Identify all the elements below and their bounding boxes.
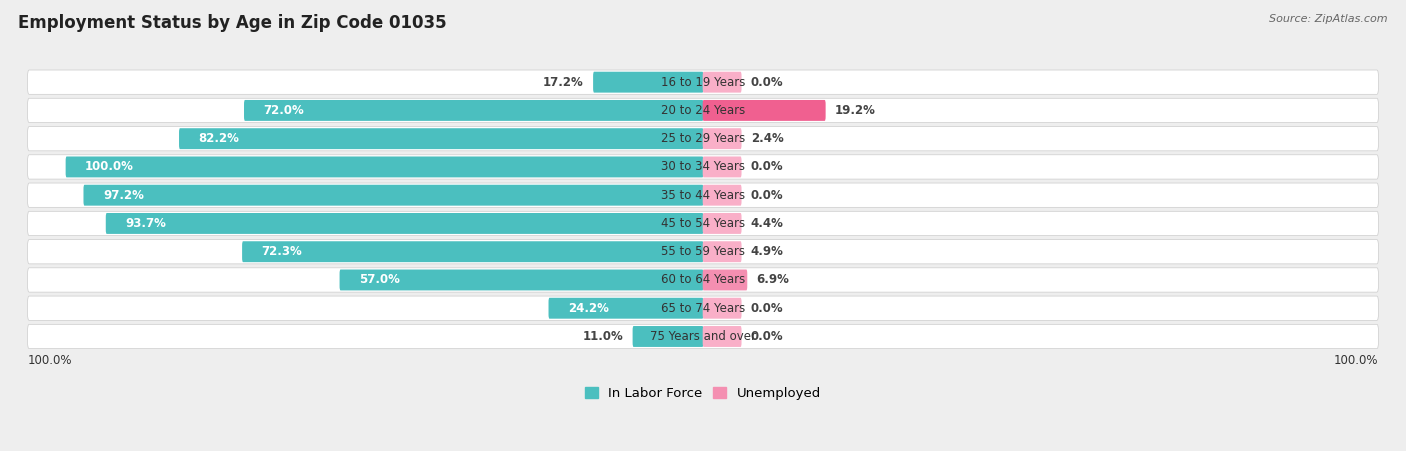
FancyBboxPatch shape [703,298,741,319]
FancyBboxPatch shape [633,326,703,347]
Text: 100.0%: 100.0% [1334,354,1378,367]
FancyBboxPatch shape [28,268,1378,292]
Text: 20 to 24 Years: 20 to 24 Years [661,104,745,117]
Text: 97.2%: 97.2% [103,189,143,202]
Text: Employment Status by Age in Zip Code 01035: Employment Status by Age in Zip Code 010… [18,14,447,32]
FancyBboxPatch shape [703,156,741,177]
Text: 60 to 64 Years: 60 to 64 Years [661,273,745,286]
Text: 65 to 74 Years: 65 to 74 Years [661,302,745,315]
Text: 4.9%: 4.9% [751,245,783,258]
FancyBboxPatch shape [703,72,741,92]
Text: 19.2%: 19.2% [835,104,876,117]
FancyBboxPatch shape [28,296,1378,320]
FancyBboxPatch shape [28,127,1378,151]
Text: Source: ZipAtlas.com: Source: ZipAtlas.com [1270,14,1388,23]
FancyBboxPatch shape [105,213,703,234]
Text: 100.0%: 100.0% [28,354,72,367]
Text: 30 to 34 Years: 30 to 34 Years [661,161,745,174]
FancyBboxPatch shape [703,241,741,262]
Text: 2.4%: 2.4% [751,132,783,145]
FancyBboxPatch shape [28,183,1378,207]
FancyBboxPatch shape [703,128,741,149]
Text: 0.0%: 0.0% [751,76,783,89]
FancyBboxPatch shape [179,128,703,149]
Text: 0.0%: 0.0% [751,161,783,174]
Text: 4.4%: 4.4% [751,217,783,230]
Text: 0.0%: 0.0% [751,189,783,202]
FancyBboxPatch shape [28,239,1378,264]
Text: 45 to 54 Years: 45 to 54 Years [661,217,745,230]
Text: 35 to 44 Years: 35 to 44 Years [661,189,745,202]
Text: 82.2%: 82.2% [198,132,239,145]
FancyBboxPatch shape [703,185,741,206]
FancyBboxPatch shape [340,270,703,290]
FancyBboxPatch shape [83,185,703,206]
Text: 17.2%: 17.2% [543,76,583,89]
Text: 55 to 59 Years: 55 to 59 Years [661,245,745,258]
Text: 11.0%: 11.0% [582,330,623,343]
Text: 100.0%: 100.0% [86,161,134,174]
FancyBboxPatch shape [28,212,1378,235]
FancyBboxPatch shape [28,324,1378,349]
Text: 57.0%: 57.0% [359,273,399,286]
FancyBboxPatch shape [28,98,1378,123]
Text: 75 Years and over: 75 Years and over [650,330,756,343]
Text: 93.7%: 93.7% [125,217,166,230]
Text: 72.3%: 72.3% [262,245,302,258]
FancyBboxPatch shape [245,100,703,121]
Text: 25 to 29 Years: 25 to 29 Years [661,132,745,145]
FancyBboxPatch shape [242,241,703,262]
FancyBboxPatch shape [548,298,703,319]
FancyBboxPatch shape [703,326,741,347]
Text: 16 to 19 Years: 16 to 19 Years [661,76,745,89]
Text: 6.9%: 6.9% [756,273,789,286]
FancyBboxPatch shape [593,72,703,92]
Text: 0.0%: 0.0% [751,302,783,315]
Text: 24.2%: 24.2% [568,302,609,315]
FancyBboxPatch shape [28,155,1378,179]
FancyBboxPatch shape [703,270,747,290]
FancyBboxPatch shape [703,100,825,121]
FancyBboxPatch shape [28,70,1378,94]
FancyBboxPatch shape [703,213,741,234]
Legend: In Labor Force, Unemployed: In Labor Force, Unemployed [579,382,827,405]
Text: 72.0%: 72.0% [263,104,304,117]
Text: 0.0%: 0.0% [751,330,783,343]
FancyBboxPatch shape [66,156,703,177]
